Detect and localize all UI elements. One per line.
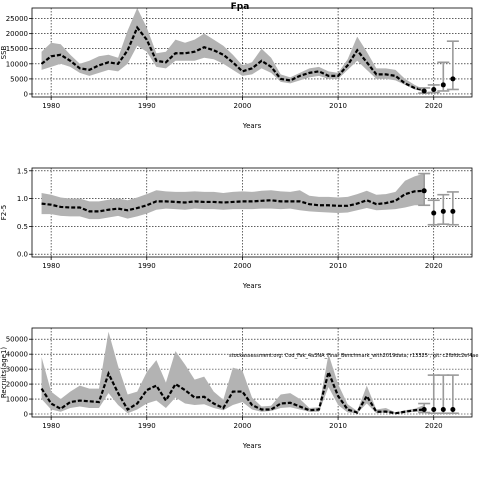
y-axis-title: F2-5 — [0, 205, 8, 220]
y-tick-label: 1.0 — [17, 195, 28, 203]
panel-2: 1980 1990 2000 2010 2020 0.0 0.5 1.0 1.5 Years F2-… — [0, 167, 473, 290]
projection-point — [421, 88, 427, 94]
y-tick-label: 25000 — [6, 15, 28, 23]
x-tick-label: 1980 — [42, 422, 60, 430]
confidence-band — [41, 331, 425, 414]
projection-point — [450, 208, 456, 214]
panel-3: 1980 1990 2000 2010 2020 0 10000 20000 30000 4000… — [0, 327, 478, 450]
stamp-annotation: stockassessment.org: Cod_Fak_4a3NA_Final… — [229, 353, 478, 359]
x-tick-label: 2000 — [234, 262, 252, 270]
estimate-line — [40, 368, 425, 415]
x-tick-label: 2020 — [425, 102, 443, 110]
x-tick-label: 1980 — [42, 102, 60, 110]
y-tick-label: 30000 — [6, 366, 28, 374]
plot-frame — [31, 7, 473, 98]
figure-title: Fpa — [231, 2, 250, 12]
plot-frame — [31, 167, 473, 258]
x-axis-title: Years — [242, 122, 262, 130]
projection-point — [450, 407, 456, 413]
plot-frame — [31, 327, 473, 418]
projection-point — [440, 407, 446, 413]
panel-1: 1980 1990 2000 2010 2020 0 5000 10000 15000 20000… — [0, 7, 473, 130]
x-tick-label: 2010 — [329, 422, 347, 430]
x-tick-label: 1980 — [42, 262, 60, 270]
estimate-line — [40, 25, 425, 92]
x-tick-label: 2000 — [234, 102, 252, 110]
y-tick-label: 1.5 — [17, 167, 28, 175]
y-tick-label: 10000 — [6, 396, 28, 404]
x-tick-label: 2000 — [234, 422, 252, 430]
x-axis-title: Years — [242, 442, 262, 450]
estimate-line — [41, 189, 425, 213]
projection-point — [440, 82, 446, 88]
x-tick-label: 2020 — [425, 262, 443, 270]
projection-point — [440, 208, 446, 214]
x-tick-label: 1990 — [138, 422, 156, 430]
x-tick-label: 2020 — [425, 422, 443, 430]
y-axis-title: SSB — [0, 45, 8, 59]
y-tick-label: 0 — [24, 90, 28, 98]
y-tick-label: 20000 — [6, 381, 28, 389]
projection-point — [431, 86, 437, 92]
projection-point — [421, 407, 427, 413]
y-tick-label: 0 — [24, 411, 28, 419]
y-tick-label: 0.5 — [17, 223, 28, 231]
projection-point — [450, 76, 456, 82]
x-axis-title: Years — [242, 282, 262, 290]
y-tick-label: 15000 — [6, 45, 28, 53]
projection-point — [421, 188, 427, 194]
y-axis-title: Recruits(age1) — [0, 347, 8, 399]
y-tick-label: 20000 — [6, 30, 28, 38]
y-tick-label: 50000 — [6, 336, 28, 344]
projection-point — [431, 210, 437, 216]
x-tick-label: 2010 — [329, 262, 347, 270]
x-tick-label: 2010 — [329, 102, 347, 110]
y-tick-label: 40000 — [6, 351, 28, 359]
y-tick-label: 5000 — [10, 75, 28, 83]
x-tick-label: 1990 — [138, 262, 156, 270]
confidence-band — [41, 173, 425, 220]
projection-point — [431, 407, 437, 413]
y-tick-label: 10000 — [6, 60, 28, 68]
chart-panels: 1980 1990 2000 2010 202005000100001500020000… — [0, 7, 478, 450]
x-tick-label: 1990 — [138, 102, 156, 110]
y-tick-label: 0.0 — [17, 251, 28, 259]
